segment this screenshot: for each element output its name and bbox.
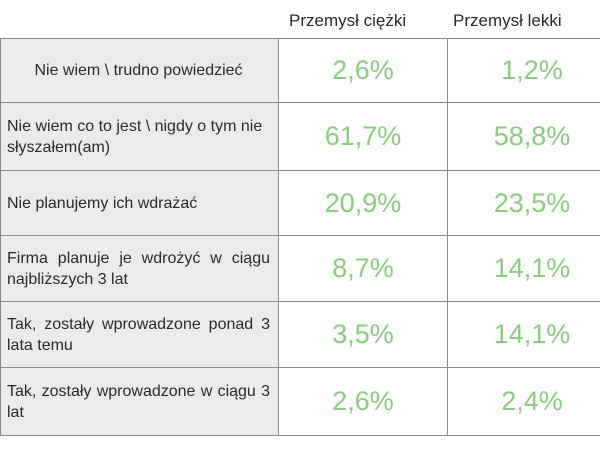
row-label: Nie planujemy ich wdrażać (0, 170, 279, 236)
value-cell-heavy: 2,6% (278, 367, 448, 436)
value-cell-heavy: 20,9% (278, 170, 448, 236)
value-cell-heavy: 2,6% (278, 38, 448, 103)
value-cell-light: 2,4% (447, 367, 600, 436)
row-label: Firma planuje je wdrożyć w ciągu najbliż… (0, 235, 279, 302)
value-cell-light: 14,1% (447, 235, 600, 302)
value-cell-light: 14,1% (447, 301, 600, 368)
value-cell-light: 1,2% (447, 38, 600, 103)
table-row: Tak, zostały wprowadzone w ciągu 3 lat 2… (0, 367, 600, 436)
value-cell-heavy: 8,7% (278, 235, 448, 302)
column-header-heavy-industry: Przemysł ciężki (289, 11, 407, 30)
row-label: Nie wiem co to jest \ nigdy o tym nie sł… (0, 102, 279, 171)
row-label: Tak, zostały wprowadzone ponad 3 lata te… (0, 301, 279, 368)
table-row: Firma planuje je wdrożyć w ciągu najbliż… (0, 235, 600, 302)
survey-table: Nie wiem \ trudno powiedzieć 2,6% 1,2% N… (0, 38, 600, 436)
table-row: Tak, zostały wprowadzone ponad 3 lata te… (0, 301, 600, 368)
table-row: Nie planujemy ich wdrażać 20,9% 23,5% (0, 170, 600, 236)
row-label: Tak, zostały wprowadzone w ciągu 3 lat (0, 367, 279, 436)
value-cell-heavy: 61,7% (278, 102, 448, 171)
value-cell-heavy: 3,5% (278, 301, 448, 368)
column-header-light-industry: Przemysł lekki (453, 11, 562, 30)
table-header: Przemysł ciężki Przemysł lekki (0, 0, 600, 38)
table-row: Nie wiem co to jest \ nigdy o tym nie sł… (0, 102, 600, 171)
value-cell-light: 23,5% (447, 170, 600, 236)
value-cell-light: 58,8% (447, 102, 600, 171)
table-row: Nie wiem \ trudno powiedzieć 2,6% 1,2% (0, 38, 600, 103)
row-label: Nie wiem \ trudno powiedzieć (0, 38, 279, 103)
